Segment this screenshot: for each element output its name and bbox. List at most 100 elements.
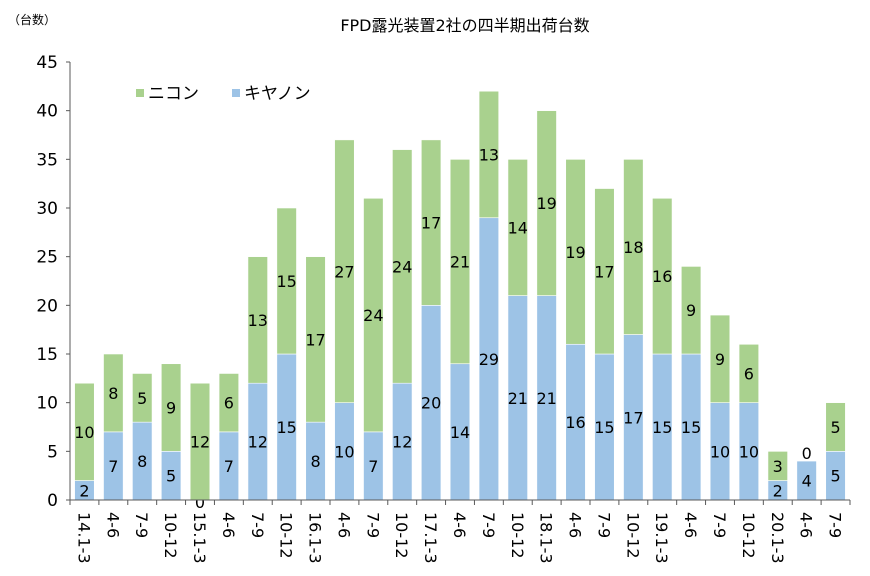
bar-nikon [218, 373, 240, 433]
bar-nikon [449, 159, 471, 365]
data-label-canon: 10 [739, 442, 759, 461]
bar-nikon [160, 363, 182, 452]
legend-swatch [232, 89, 240, 97]
y-tick-label: 45 [36, 53, 58, 73]
legend-label: キヤノン [244, 84, 311, 104]
data-label-canon: 5 [830, 467, 840, 486]
data-label-canon: 21 [536, 389, 556, 408]
data-label-canon: 12 [392, 433, 412, 452]
x-tick-label: 10-12 [277, 512, 296, 559]
data-label-nikon: 5 [830, 418, 840, 437]
bar-nikon [363, 197, 384, 433]
data-label-canon: 15 [594, 418, 614, 437]
legend-label: ニコン [148, 84, 199, 104]
y-tick-label: 25 [36, 248, 58, 268]
data-label-nikon: 24 [363, 306, 383, 325]
data-label-canon: 2 [773, 481, 783, 500]
bar-nikon [507, 159, 528, 296]
data-label-canon: 2 [79, 481, 89, 500]
bar-nikon [478, 90, 500, 219]
bar-nikon [334, 139, 355, 403]
x-tick-label: 7-9 [132, 512, 151, 538]
x-tick-label: 4-6 [566, 512, 585, 538]
data-label-canon: 7 [108, 457, 118, 476]
bar-nikon [132, 373, 153, 423]
x-tick-label: 18.1-3 [537, 512, 556, 564]
x-tick-label: 17.1-3 [421, 512, 440, 564]
data-label-nikon: 9 [715, 350, 725, 369]
x-tick-label: 20.1-3 [768, 512, 787, 564]
data-label-nikon: 24 [392, 257, 412, 276]
data-label-nikon: 12 [190, 433, 210, 452]
x-tick-label: 7-9 [710, 512, 729, 538]
legend-swatch [136, 89, 144, 97]
chart-title: FPD露光装置2社の四半期出荷台数 [340, 16, 589, 35]
data-label-nikon: 17 [421, 214, 441, 233]
data-label-canon: 7 [224, 457, 234, 476]
x-tick-label: 4-6 [103, 512, 122, 538]
y-unit-label: （台数） [8, 12, 56, 27]
data-label-nikon: 13 [479, 145, 499, 164]
data-label-nikon: 6 [744, 364, 754, 383]
x-tick-label: 7-9 [826, 512, 845, 538]
x-tick-label: 7-9 [479, 512, 498, 538]
y-tick-label: 15 [36, 345, 58, 365]
bar-nikon [623, 159, 644, 335]
x-tick-label: 4-6 [450, 512, 469, 538]
x-tick-label: 7-9 [363, 512, 382, 538]
data-label-nikon: 27 [334, 262, 354, 281]
x-tick-label: 16.1-3 [306, 512, 325, 564]
x-tick-label: 10-12 [739, 512, 758, 559]
data-label-canon: 17 [623, 408, 643, 427]
bar-nikon [247, 256, 268, 384]
bar-nikon [74, 382, 95, 481]
x-tick-label: 10-12 [161, 512, 180, 559]
data-label-canon: 8 [137, 452, 147, 471]
data-label-nikon: 15 [276, 272, 296, 291]
data-label-canon: 10 [710, 442, 730, 461]
data-label-canon: 4 [802, 472, 812, 491]
data-label-canon: 8 [310, 452, 320, 471]
bar-nikon [652, 197, 673, 355]
y-tick-label: 5 [47, 442, 58, 462]
data-label-canon: 5 [166, 467, 176, 486]
data-label-nikon: 19 [536, 194, 556, 213]
x-tick-label: 4-6 [219, 512, 238, 538]
x-tick-label: 4-6 [334, 512, 353, 538]
x-tick-label: 4-6 [797, 512, 816, 538]
x-tick-label: 4-6 [681, 512, 700, 538]
bar-nikon [305, 256, 326, 423]
data-label-nikon: 17 [594, 262, 614, 281]
data-label-nikon: 5 [137, 389, 147, 408]
bar-nikon [392, 149, 413, 384]
data-label-nikon: 9 [686, 301, 696, 320]
data-label-canon: 7 [368, 457, 378, 476]
data-label-canon: 15 [652, 418, 672, 437]
x-axis: 14.1-3 4-6 7-9 10-12 15.1-3 4-6 7-9 10-12 16.1-3… [69, 499, 851, 564]
data-label-canon: 10 [334, 442, 354, 461]
data-label-nikon: 19 [565, 243, 585, 262]
bar-nikon [565, 159, 586, 345]
legend: ニコン キヤノン [136, 84, 311, 104]
data-label-nikon: 16 [652, 267, 672, 286]
x-tick-label: 14.1-3 [74, 512, 93, 564]
data-label-nikon: 13 [248, 311, 268, 330]
y-tick-label: 0 [47, 491, 58, 511]
x-tick-label: 19.1-3 [652, 512, 671, 564]
data-label-nikon: 14 [508, 218, 528, 237]
bar-nikon [709, 314, 731, 403]
data-label-nikon: 18 [623, 238, 643, 257]
data-label-nikon: 6 [224, 394, 234, 413]
x-tick-label: 7-9 [594, 512, 613, 538]
data-label-nikon: 9 [166, 399, 176, 418]
bar-nikon [767, 451, 788, 481]
y-tick-label: 20 [36, 296, 58, 316]
x-tick-label: 7-9 [248, 512, 267, 538]
y-tick-label: 35 [36, 150, 58, 170]
x-tick-label: 10-12 [508, 512, 527, 559]
data-label-canon: 12 [248, 433, 268, 452]
bar-nikon [420, 139, 442, 306]
data-label-canon: 0 [195, 493, 205, 512]
data-label-canon: 15 [681, 418, 701, 437]
data-label-canon: 16 [565, 413, 585, 432]
